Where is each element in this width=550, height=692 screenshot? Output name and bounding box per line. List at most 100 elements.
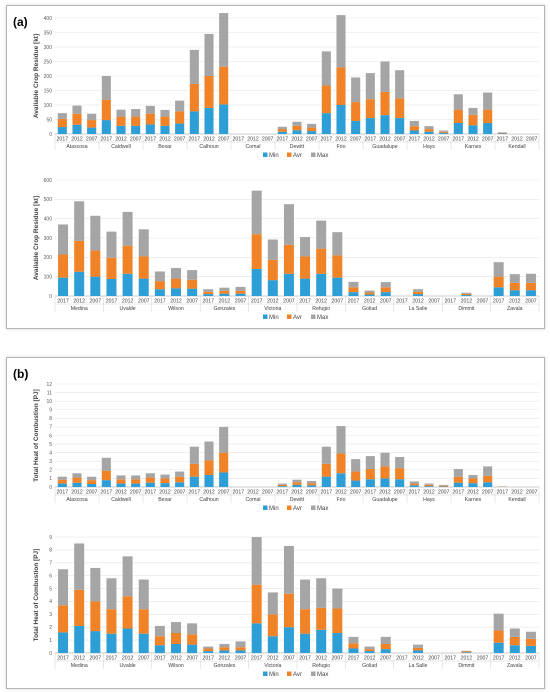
bar-max <box>316 220 327 249</box>
bar-min <box>283 627 294 653</box>
x-group-label: Kendall <box>508 144 525 150</box>
legend-label: Max <box>317 153 328 159</box>
bar-min <box>300 633 311 653</box>
x-year-label: 2017 <box>57 490 69 496</box>
bar-min <box>101 480 111 487</box>
bar-min <box>316 629 327 653</box>
bar-min <box>395 479 405 487</box>
bar-avr <box>351 102 361 121</box>
y-tick-label: 6 <box>49 433 52 439</box>
x-year-label: 2007 <box>235 299 247 305</box>
x-year-label: 2007 <box>90 299 102 305</box>
bar-min <box>307 131 317 134</box>
x-year-label: 2007 <box>138 656 150 662</box>
x-year-label: 2017 <box>321 490 333 496</box>
bar-max <box>395 70 405 99</box>
x-year-label: 2012 <box>71 137 83 143</box>
bar-min <box>235 650 246 653</box>
bar-max <box>187 270 198 280</box>
bar-min <box>321 476 331 487</box>
y-tick-label: 2 <box>49 468 52 474</box>
x-year-label: 2012 <box>170 299 182 305</box>
bar-avr <box>219 290 230 294</box>
bar-min <box>348 648 359 653</box>
bar-max <box>461 650 472 652</box>
x-year-label: 2017 <box>101 490 113 496</box>
bar-avr <box>332 255 343 278</box>
bar-avr <box>235 647 246 651</box>
x-group-label: Comal <box>246 144 261 150</box>
bar-min <box>122 628 133 653</box>
bar-max <box>439 130 449 132</box>
x-year-label: 2017 <box>409 137 421 143</box>
bar-max <box>72 105 82 114</box>
x-year-label: 2007 <box>525 656 537 662</box>
x-year-label: 2012 <box>412 299 424 305</box>
bar-min <box>154 289 165 296</box>
x-year-label: 2017 <box>299 656 311 662</box>
bar-min <box>461 295 472 296</box>
x-group-label: Bexar <box>158 497 172 503</box>
x-year-label: 2007 <box>218 137 230 143</box>
bar-min <box>277 486 287 487</box>
bar-max <box>424 483 434 485</box>
bar-max <box>90 567 101 602</box>
bar-min <box>267 636 278 653</box>
bar-max <box>300 579 311 610</box>
x-year-label: 2012 <box>461 299 473 305</box>
panel-b: (b) 0 1 2 3 4 5 6 7 8 9 10 11 12 Total Heat of Combus… <box>6 357 545 689</box>
legend-swatch-avr <box>287 152 292 157</box>
bar-max <box>509 628 520 637</box>
bar-min <box>251 623 262 653</box>
bar-min <box>145 124 155 134</box>
x-group-label: Dewitt <box>290 144 305 150</box>
x-year-label: 2012 <box>423 137 435 143</box>
legend-swatch-max <box>311 314 316 319</box>
x-group-label: Zavala <box>507 306 523 312</box>
bar-avr <box>219 647 230 651</box>
bar-min <box>74 271 85 296</box>
chart-crop-residue-top: 0 50 100 150 200 250 300 350 400 Available Crop R… <box>33 13 540 159</box>
bar-max <box>364 290 375 293</box>
x-group-label: Uvalde <box>120 663 136 669</box>
legend-swatch-min <box>263 671 268 676</box>
x-year-label: 2012 <box>219 299 231 305</box>
bar-max <box>380 61 390 92</box>
x-year-label: 2007 <box>526 490 538 496</box>
x-year-label: 2007 <box>428 299 440 305</box>
x-year-label: 2012 <box>247 490 259 496</box>
x-year-label: 2012 <box>291 490 303 496</box>
bar-avr <box>74 240 85 272</box>
x-year-label: 2017 <box>321 137 333 143</box>
bar-avr <box>251 584 262 624</box>
x-group-label: Frio <box>337 497 346 503</box>
bar-min <box>395 118 405 134</box>
y-tick-label: 100 <box>44 103 53 109</box>
legend-label: Max <box>317 506 328 512</box>
bar-min <box>72 124 82 134</box>
bar-avr <box>145 113 155 125</box>
bar-avr <box>204 76 214 108</box>
bar-max <box>380 452 390 467</box>
bar-avr <box>380 91 390 116</box>
bar-avr <box>493 276 504 288</box>
legend-swatch-max <box>311 505 316 510</box>
x-year-label: 2007 <box>482 490 494 496</box>
y-tick-label: 4 <box>49 450 52 456</box>
x-year-label: 2017 <box>233 490 245 496</box>
bar-avr <box>189 83 199 112</box>
bar-avr <box>509 636 520 646</box>
x-year-label: 2012 <box>267 656 279 662</box>
bar-max <box>267 592 278 615</box>
bar-max <box>122 211 133 246</box>
bar-avr <box>101 470 111 481</box>
bar-min <box>424 131 434 134</box>
y-tick-label: 200 <box>44 74 53 80</box>
x-year-label: 2012 <box>115 490 127 496</box>
bar-max <box>131 475 141 480</box>
x-year-label: 2007 <box>218 490 230 496</box>
legend-label: Min <box>269 672 279 678</box>
bar-min <box>187 644 198 653</box>
x-year-label: 2007 <box>380 299 392 305</box>
bar-avr <box>461 651 472 653</box>
